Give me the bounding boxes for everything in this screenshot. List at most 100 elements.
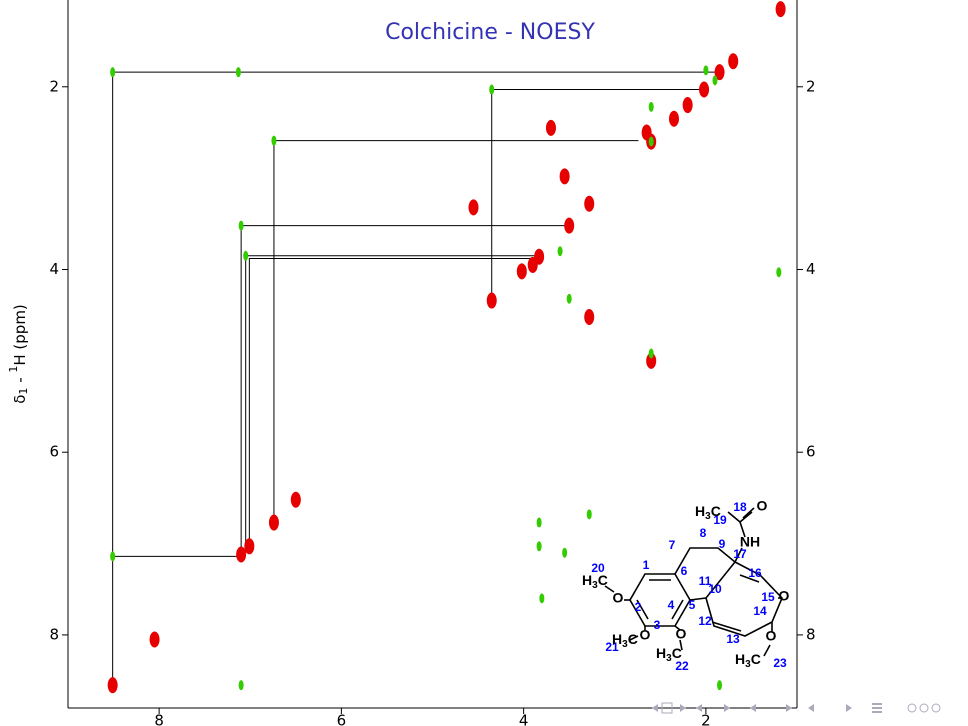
- peak: [536, 541, 542, 552]
- peak: [516, 263, 527, 280]
- peak: [238, 680, 244, 691]
- methyl-part: 3: [622, 639, 628, 650]
- peak: [566, 293, 572, 304]
- x-tick-label: 2: [701, 712, 711, 726]
- methyl-part: H: [695, 503, 705, 519]
- navigation-icons: [652, 702, 941, 714]
- connection-line: [248, 258, 542, 547]
- methyl-label: H3C: [735, 651, 761, 670]
- methyl-part: 3: [592, 580, 598, 591]
- peak: [236, 546, 247, 563]
- peak: [775, 1, 786, 18]
- atom-label: O: [640, 627, 651, 643]
- peak: [110, 551, 116, 562]
- methyl-part: H: [735, 651, 745, 667]
- atom-number: 1: [643, 558, 650, 572]
- atom-number: 18: [733, 500, 747, 514]
- y-label-part: -: [11, 373, 29, 388]
- methyl-part: C: [751, 651, 761, 667]
- peak: [584, 195, 595, 212]
- peak: [545, 119, 556, 136]
- atom-label: O: [757, 498, 768, 514]
- atom-label: NH: [740, 534, 760, 550]
- atom-number: 4: [668, 598, 675, 612]
- peak: [489, 84, 495, 95]
- peak: [699, 81, 710, 98]
- atom-label: O: [766, 628, 777, 644]
- atom-number: 3: [654, 618, 661, 632]
- methyl-label: H3C: [656, 645, 682, 664]
- peak: [539, 593, 545, 604]
- atom-number: 6: [681, 564, 688, 578]
- y-tick-label: 2: [49, 77, 59, 95]
- peak: [536, 517, 542, 528]
- molecule-structure: [604, 507, 783, 657]
- peak: [646, 352, 657, 369]
- peak: [238, 220, 244, 231]
- atom-number: 17: [733, 547, 747, 561]
- y-label-part: H (ppm): [11, 304, 29, 365]
- atom-number: 15: [761, 590, 775, 604]
- atom-number: 7: [669, 538, 676, 552]
- methyl-part: 3: [705, 511, 711, 522]
- atom-number: 13: [726, 632, 740, 646]
- atom-number: 20: [591, 561, 605, 575]
- methyl-label: H3C: [612, 631, 638, 650]
- peak: [271, 135, 277, 146]
- methyl-part: C: [711, 503, 721, 519]
- peak: [557, 246, 563, 257]
- atom-number: 9: [719, 537, 726, 551]
- x-tick-label: 8: [154, 712, 164, 726]
- atom-label: O: [613, 590, 624, 606]
- methyl-part: H: [582, 572, 592, 588]
- peak: [107, 677, 118, 694]
- atom-number: 21: [605, 640, 619, 654]
- peak: [243, 250, 249, 261]
- peak: [712, 75, 718, 86]
- peak: [235, 67, 241, 78]
- peak: [268, 514, 279, 531]
- methyl-label: H3C: [582, 572, 608, 591]
- plot-frame: [67, 0, 798, 709]
- atom-number: 5: [689, 598, 696, 612]
- atom-number: 19: [713, 513, 727, 527]
- peak: [244, 538, 255, 555]
- atom-number: 10: [708, 582, 722, 596]
- y-label-part: 1: [17, 388, 30, 395]
- peak: [703, 65, 709, 76]
- peak: [486, 292, 497, 309]
- methyl-label: H3C: [695, 503, 721, 522]
- atom-number: 8: [700, 526, 707, 540]
- y-tick-label: 6: [49, 443, 59, 461]
- atom-number: 2: [635, 600, 642, 614]
- peak: [468, 199, 479, 216]
- atom-number: 16: [748, 566, 762, 580]
- y-axis-label: δ1 - 1H (ppm): [7, 304, 30, 404]
- atom-number: 11: [699, 574, 712, 588]
- y-label-part: δ: [11, 395, 29, 404]
- peak: [527, 256, 538, 273]
- y-tick-label: 8: [806, 625, 816, 643]
- atom-label: O: [676, 626, 687, 642]
- peak: [648, 348, 654, 359]
- chart-title: Colchicine - NOESY: [385, 20, 595, 45]
- peak: [564, 217, 575, 234]
- peak: [668, 110, 679, 127]
- atom-number: 12: [698, 614, 712, 628]
- peak: [559, 168, 570, 185]
- y-label-part: 1: [7, 366, 20, 373]
- y-tick-label: 8: [49, 625, 59, 643]
- atom-number: 14: [753, 604, 767, 618]
- methyl-part: C: [598, 572, 608, 588]
- methyl-part: 3: [745, 659, 751, 670]
- y-tick-label: 6: [806, 443, 816, 461]
- y-tick-label: 2: [806, 77, 816, 95]
- x-tick-label: 4: [519, 712, 529, 726]
- peak: [648, 136, 654, 147]
- peak: [584, 309, 595, 326]
- peak: [110, 67, 116, 78]
- atom-label: O: [779, 588, 790, 604]
- peak: [714, 64, 725, 81]
- atom-number: 22: [675, 659, 689, 673]
